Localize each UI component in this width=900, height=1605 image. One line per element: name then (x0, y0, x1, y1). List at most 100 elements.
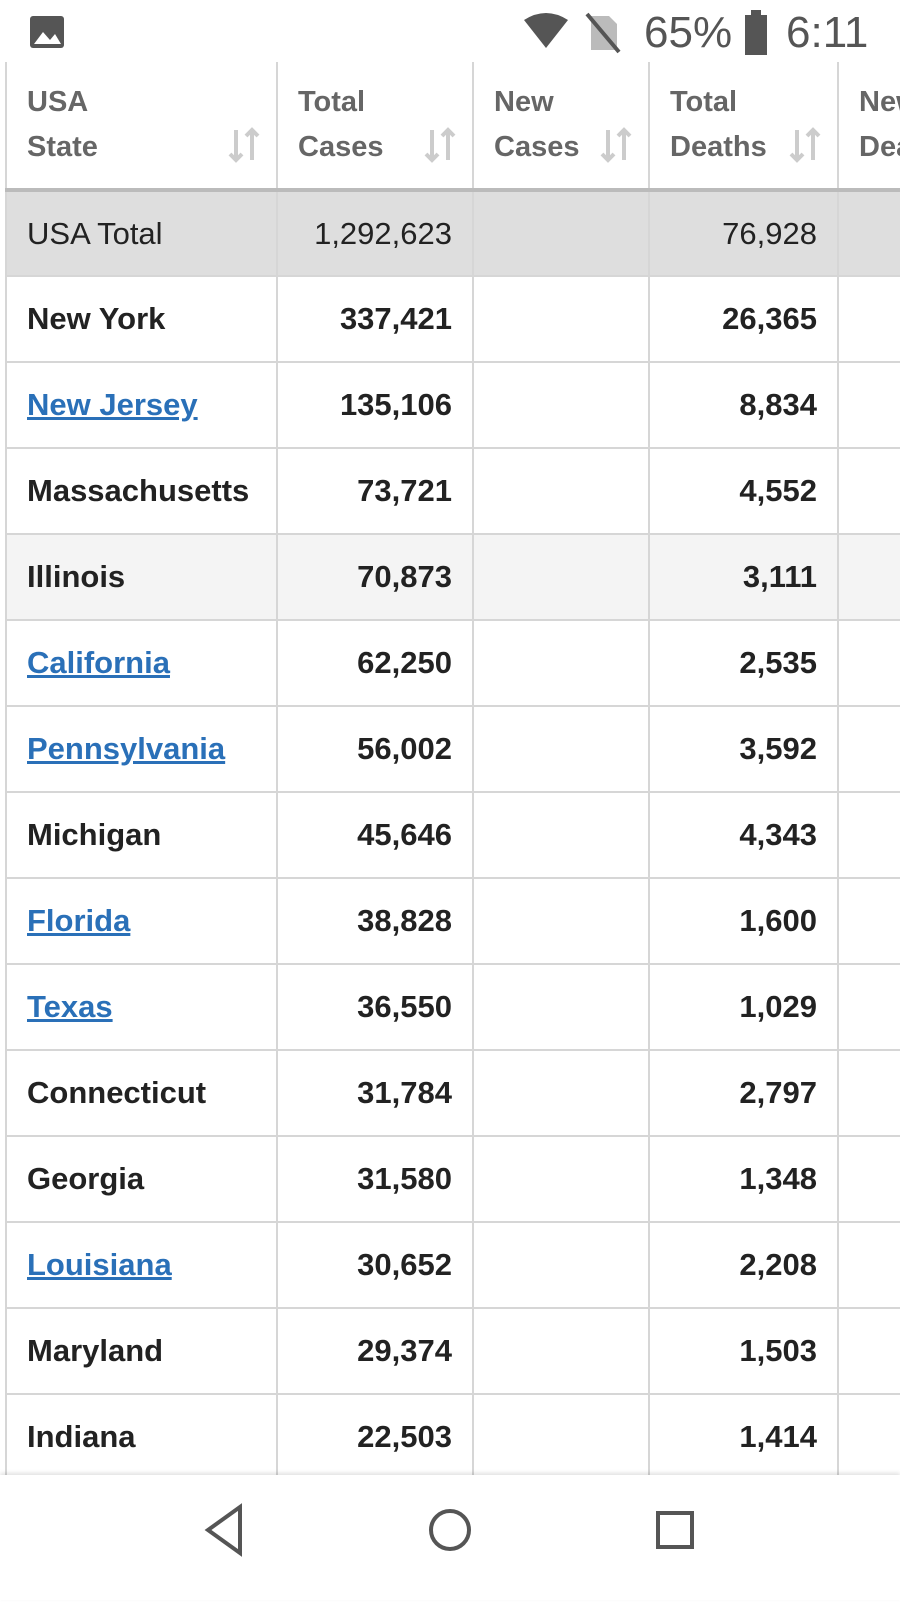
state-link[interactable]: New Jersey (27, 387, 198, 422)
total-deaths-cell: 2,208 (648, 1221, 839, 1309)
data-row: Texas 36,550 1,029 (5, 963, 900, 1051)
total-deaths-cell: 2,535 (648, 619, 839, 707)
sort-icon[interactable] (789, 126, 823, 164)
data-row: Massachusetts 73,721 4,552 (5, 447, 900, 535)
total-deaths-cell: 1,503 (648, 1307, 839, 1395)
battery-percent: 65% (644, 8, 733, 57)
data-row: Illinois 70,873 3,111 (5, 533, 900, 621)
column-header[interactable]: New Deaths (837, 62, 900, 192)
new-cases-cell (472, 533, 650, 621)
column-header[interactable]: Total Deaths (648, 62, 839, 192)
state-cell: Maryland (5, 1307, 278, 1395)
total-deaths-cell: 1,600 (648, 877, 839, 965)
home-button[interactable] (429, 1509, 471, 1551)
new-deaths-cell (837, 361, 900, 449)
new-deaths-cell (837, 533, 900, 621)
total-cases-cell: 135,106 (276, 361, 474, 449)
state-cell: New Jersey (5, 361, 278, 449)
sort-icon[interactable] (228, 126, 262, 164)
state-link[interactable]: Pennsylvania (27, 731, 226, 766)
data-row: Maryland 29,374 1,503 (5, 1307, 900, 1395)
new-deaths-cell (837, 275, 900, 363)
total-cases-cell: 38,828 (276, 877, 474, 965)
total-cases-cell: 337,421 (276, 275, 474, 363)
total-deaths-cell: 3,592 (648, 705, 839, 793)
total-deaths-cell: 76,928 (648, 189, 839, 277)
state-cell: Massachusetts (5, 447, 278, 535)
total-cases-cell: 31,784 (276, 1049, 474, 1137)
header-text: USA State (27, 86, 98, 163)
state-cell: Louisiana (5, 1221, 278, 1309)
data-table: USA State Total Cases New Cases Total Death… (5, 62, 900, 1475)
total-cases-cell: 62,250 (276, 619, 474, 707)
state-name: Illinois (27, 559, 126, 594)
header-text: New Cases (494, 86, 580, 163)
state-cell: USA Total (5, 189, 278, 277)
state-name: Massachusetts (27, 473, 250, 508)
new-deaths-cell (837, 963, 900, 1051)
state-cell: California (5, 619, 278, 707)
table-container: USA State Total Cases New Cases Total Death… (5, 62, 900, 1475)
state-cell: Pennsylvania (5, 705, 278, 793)
sort-icon[interactable] (600, 126, 634, 164)
data-row: Florida 38,828 1,600 (5, 877, 900, 965)
clock: 6:11 (786, 8, 869, 57)
new-cases-cell (472, 1135, 650, 1223)
state-name: Michigan (27, 817, 162, 852)
status-bar: 65% 6:11 (0, 0, 900, 62)
new-deaths-cell (837, 1135, 900, 1223)
new-deaths-cell (837, 877, 900, 965)
new-deaths-cell (837, 447, 900, 535)
state-link[interactable]: Florida (27, 903, 131, 938)
state-link[interactable]: California (27, 645, 170, 680)
total-cases-cell: 1,292,623 (276, 189, 474, 277)
new-cases-cell (472, 1393, 650, 1475)
state-name: Connecticut (27, 1075, 207, 1110)
new-cases-cell (472, 963, 650, 1051)
wifi-icon (524, 13, 568, 48)
data-row: Pennsylvania 56,002 3,592 (5, 705, 900, 793)
state-link[interactable]: Louisiana (27, 1247, 172, 1282)
total-cases-cell: 22,503 (276, 1393, 474, 1475)
sort-icon[interactable] (424, 126, 458, 164)
new-cases-cell (472, 361, 650, 449)
new-deaths-cell (837, 1393, 900, 1475)
state-cell: Georgia (5, 1135, 278, 1223)
table-body: USA Total 1,292,623 76,928 New York 337,421 2… (5, 189, 900, 1475)
total-deaths-cell: 2,797 (648, 1049, 839, 1137)
state-name: Georgia (27, 1161, 145, 1196)
new-cases-cell (472, 1221, 650, 1309)
header-text: Total Cases (298, 86, 384, 163)
total-cases-cell: 73,721 (276, 447, 474, 535)
new-cases-cell (472, 1307, 650, 1395)
new-deaths-cell (837, 1049, 900, 1137)
total-cases-cell: 56,002 (276, 705, 474, 793)
data-row: Indiana 22,503 1,414 (5, 1393, 900, 1475)
total-cases-cell: 36,550 (276, 963, 474, 1051)
new-deaths-cell (837, 619, 900, 707)
total-cases-cell: 45,646 (276, 791, 474, 879)
column-header[interactable]: USA State (5, 62, 278, 192)
new-deaths-cell (837, 1307, 900, 1395)
nav-bar (0, 1475, 900, 1600)
new-cases-cell (472, 619, 650, 707)
data-row: California 62,250 2,535 (5, 619, 900, 707)
recents-button[interactable] (656, 1511, 694, 1549)
state-name: Indiana (27, 1419, 136, 1454)
header-text: New Deaths (859, 86, 900, 163)
total-deaths-cell: 1,348 (648, 1135, 839, 1223)
column-header[interactable]: Total Cases (276, 62, 474, 192)
state-link[interactable]: Texas (27, 989, 113, 1024)
total-deaths-cell: 1,029 (648, 963, 839, 1051)
sim-icon (585, 12, 621, 54)
total-deaths-cell: 26,365 (648, 275, 839, 363)
total-deaths-cell: 3,111 (648, 533, 839, 621)
new-cases-cell (472, 447, 650, 535)
total-deaths-cell: 4,552 (648, 447, 839, 535)
back-button[interactable] (204, 1503, 242, 1557)
total-cases-cell: 31,580 (276, 1135, 474, 1223)
state-cell: Michigan (5, 791, 278, 879)
column-header[interactable]: New Cases (472, 62, 650, 192)
state-name: New York (27, 301, 166, 336)
state-cell: New York (5, 275, 278, 363)
